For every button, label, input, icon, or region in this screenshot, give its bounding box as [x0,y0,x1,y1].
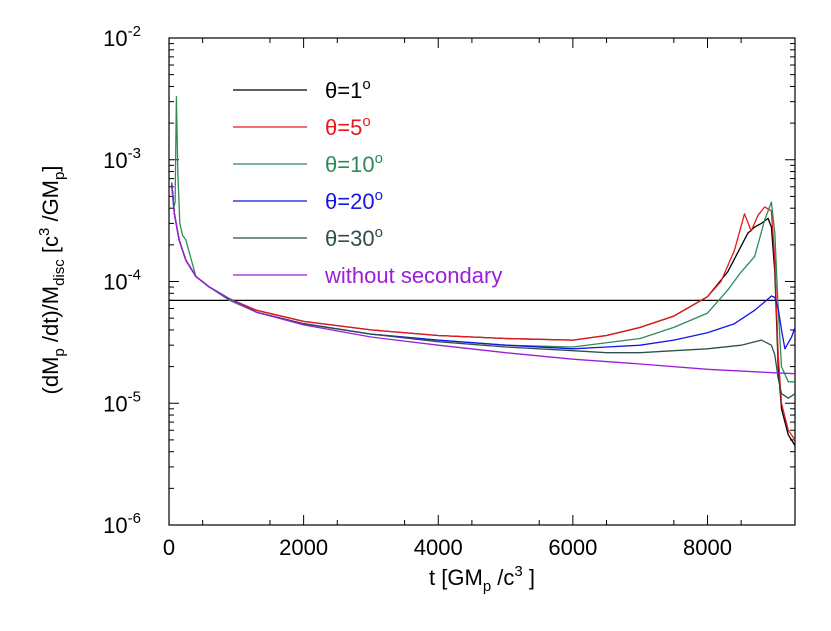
y-tick-exponent: -5 [128,388,141,405]
y-tick-label: 10-4 [103,267,141,295]
y-tick-base: 10 [103,270,127,295]
series-line-4 [171,182,796,399]
legend-label-text: θ=1 [325,78,362,103]
y-tick-base: 10 [103,26,127,51]
y-tick-base: 10 [103,513,127,538]
legend-label-degree: o [375,187,383,204]
series-line-2 [171,95,795,383]
x-tick-label: 6000 [548,535,597,560]
y-tick-base: 10 [103,148,127,173]
y-tick-exponent: -4 [128,267,141,284]
y-tick-base: 10 [103,391,127,416]
series-lines [169,95,796,446]
legend-label: without secondary [324,263,502,288]
x-tick-label: 0 [163,535,175,560]
legend-label-degree: o [375,224,383,241]
legend-label: θ=20o [325,187,383,214]
legend-label-degree: o [375,150,383,167]
legend-label-text: θ=20 [325,189,375,214]
series-line-1 [171,182,796,441]
y-tick-label: 10-6 [103,510,141,538]
y-tick-label: 10-2 [103,23,141,51]
y-tick-label: 10-5 [103,388,141,416]
legend-label: θ=10o [325,150,383,177]
x-tick-label: 2000 [279,535,328,560]
y-tick-exponent: -3 [128,145,141,162]
y-tick-label: 10-3 [103,145,141,173]
x-tick-label: 8000 [683,535,732,560]
legend-label: θ=1o [325,76,371,103]
legend-label: θ=30o [325,224,383,251]
y-tick-exponent: -6 [128,510,141,527]
series-line-5 [171,182,796,375]
legend-label-degree: o [362,113,370,130]
y-tick-exponent: -2 [128,23,141,40]
legend-label-text: θ=30 [325,226,375,251]
legend-label-text: θ=5 [325,115,362,140]
legend-label-degree: o [362,76,370,93]
x-axis-label: t [GMp /c3 ] [429,563,535,595]
x-tick-label: 4000 [414,535,463,560]
legend-label-text: without secondary [324,263,502,288]
axis-labels: t [GMp /c3 ] (dMp /dt)/Mdisc [c3 /GMp] [36,166,535,595]
legend-label: θ=5o [325,113,371,140]
y-axis-label: (dMp /dt)/Mdisc [c3 /GMp] [36,166,68,395]
legend-label-text: θ=10 [325,152,375,177]
